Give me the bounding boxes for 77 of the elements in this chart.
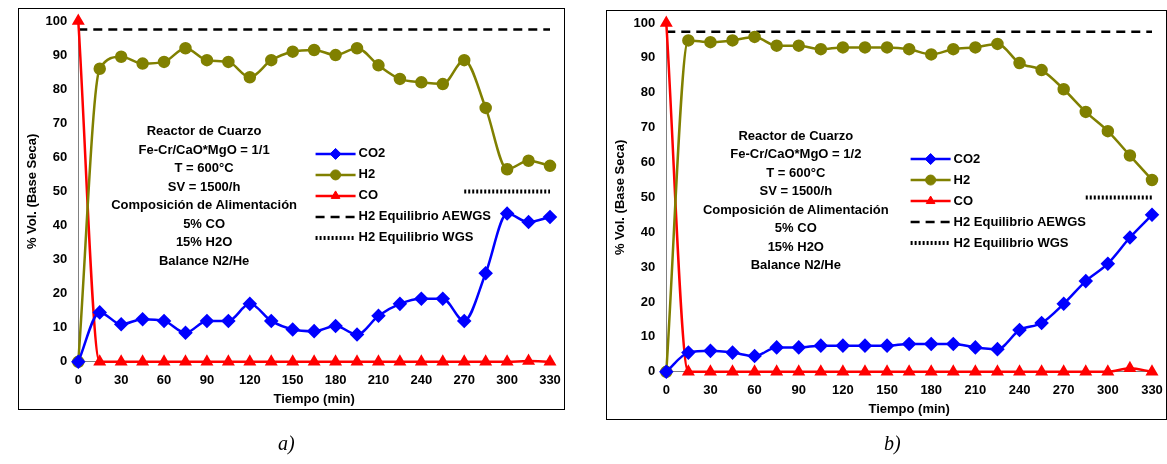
y-tick-label: 60 (52, 148, 68, 164)
annotation: SV = 1500/h (167, 178, 241, 194)
y-tick-label: 70 (640, 119, 656, 135)
y-axis-title: % Vol. (Base Seca) (24, 133, 40, 250)
y-tick-label: 0 (60, 353, 68, 369)
y-tick-label: 40 (52, 217, 68, 233)
x-tick-label: 330 (539, 372, 561, 388)
x-tick-label: 300 (1096, 382, 1119, 398)
annotation: 5% CO (774, 220, 817, 236)
y-tick-label: 100 (633, 14, 656, 30)
x-axis-title: Tiempo (min) (868, 400, 950, 416)
x-tick-label: 60 (156, 372, 172, 388)
y-tick-label: 40 (640, 223, 656, 239)
legend-label: H2 Equilibrio AEWGS (953, 213, 1087, 229)
y-tick-label: 80 (640, 84, 656, 100)
annotation: 15% H2O (767, 238, 824, 254)
x-tick-label: 210 (964, 382, 987, 398)
x-tick-label: 90 (791, 382, 806, 398)
legend-label: H2 Equilibrio WGS (953, 234, 1069, 250)
annotation: Composición de Alimentación (702, 201, 889, 217)
y-tick-label: 80 (52, 80, 68, 96)
x-tick-label: 180 (324, 372, 347, 388)
y-tick-label: 90 (640, 49, 656, 65)
legend-label: H2 Equilibrio WGS (358, 229, 474, 245)
annotation: 15% H2O (175, 234, 233, 250)
x-tick-label: 0 (74, 372, 82, 388)
y-tick-label: 60 (640, 154, 656, 170)
y-tick-label: 30 (52, 251, 68, 267)
x-tick-label: 90 (199, 372, 215, 388)
y-axis-title: % Vol. (Base Seca) (612, 139, 628, 256)
annotation: Fe-Cr/CaO*MgO = 1/2 (730, 146, 862, 162)
x-tick-label: 270 (453, 372, 476, 388)
annotation: T = 600°C (766, 164, 826, 180)
annotation: T = 600°C (174, 160, 235, 176)
x-tick-label: 330 (1141, 382, 1163, 398)
annotation: SV = 1500/h (759, 183, 833, 199)
x-tick-label: 120 (832, 382, 854, 398)
x-tick-label: 0 (662, 382, 670, 398)
y-tick-label: 90 (52, 46, 68, 62)
x-axis-title: Tiempo (min) (273, 390, 355, 406)
annotation: Balance N2/He (750, 257, 841, 273)
x-tick-label: 300 (496, 372, 518, 388)
legend-label: H2 (953, 171, 971, 187)
y-tick-label: 20 (52, 285, 68, 301)
x-tick-label: 150 (281, 372, 304, 388)
x-tick-label: 120 (238, 372, 261, 388)
y-tick-label: 20 (640, 293, 656, 309)
legend-label: H2 Equilibrio AEWGS (358, 208, 492, 224)
annotation: Composición de Alimentación (111, 197, 298, 213)
legend-label: CO (953, 192, 974, 208)
y-tick-label: 50 (640, 188, 656, 204)
x-tick-label: 240 (1008, 382, 1031, 398)
x-tick-label: 210 (367, 372, 390, 388)
annotation: Reactor de Cuarzo (146, 123, 262, 139)
y-tick-label: 10 (52, 319, 68, 335)
x-tick-label: 30 (703, 382, 718, 398)
annotation: Fe-Cr/CaO*MgO = 1/1 (138, 141, 270, 157)
text: a) (278, 432, 295, 455)
y-tick-label: 30 (640, 258, 656, 274)
annotation: Balance N2/He (158, 252, 250, 268)
x-tick-label: 150 (876, 382, 898, 398)
text: b) (884, 432, 901, 455)
x-tick-label: 30 (113, 372, 129, 388)
x-tick-label: 240 (410, 372, 433, 388)
annotation: 5% CO (183, 215, 226, 231)
y-tick-label: 100 (45, 12, 68, 28)
legend-label: CO2 (953, 150, 981, 166)
x-tick-label: 180 (920, 382, 943, 398)
legend-label: H2 (358, 166, 376, 182)
y-tick-label: 50 (52, 182, 68, 198)
y-tick-label: 10 (640, 328, 656, 344)
annotation: Reactor de Cuarzo (738, 127, 854, 143)
y-tick-label: 70 (52, 114, 68, 130)
legend-label: CO (358, 187, 379, 203)
legend-label: CO2 (358, 145, 386, 161)
x-tick-label: 270 (1052, 382, 1075, 398)
x-tick-label: 60 (747, 382, 762, 398)
